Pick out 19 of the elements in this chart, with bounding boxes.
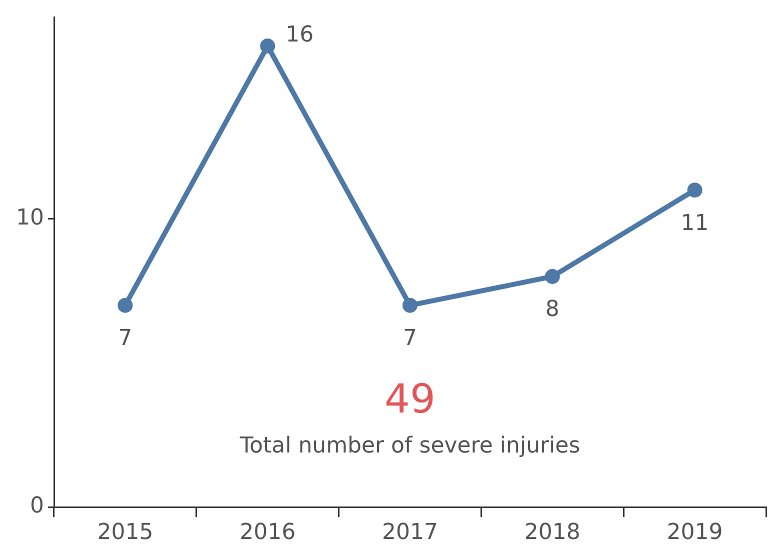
annotation: Total number of severe injuries: [238, 434, 580, 459]
point: [687, 182, 702, 198]
y-tick-label: 10: [16, 206, 44, 231]
data-label: 7: [403, 326, 417, 352]
x-tick-label: 2015: [97, 520, 154, 545]
annotation: 49: [384, 376, 436, 422]
point: [118, 298, 133, 313]
point: [402, 298, 418, 313]
data-label: 7: [118, 326, 132, 352]
x-tick-label: 2018: [524, 520, 580, 545]
y-tick-label: 0: [30, 494, 44, 519]
x-tick-label: 2016: [240, 520, 296, 545]
point: [260, 38, 276, 54]
x-tick-label: 2019: [666, 520, 723, 545]
data-label: 16: [286, 22, 314, 48]
data-label: 11: [680, 210, 709, 236]
data-label: 8: [545, 297, 560, 322]
point: [544, 269, 560, 284]
x-tick-label: 2017: [382, 520, 438, 545]
